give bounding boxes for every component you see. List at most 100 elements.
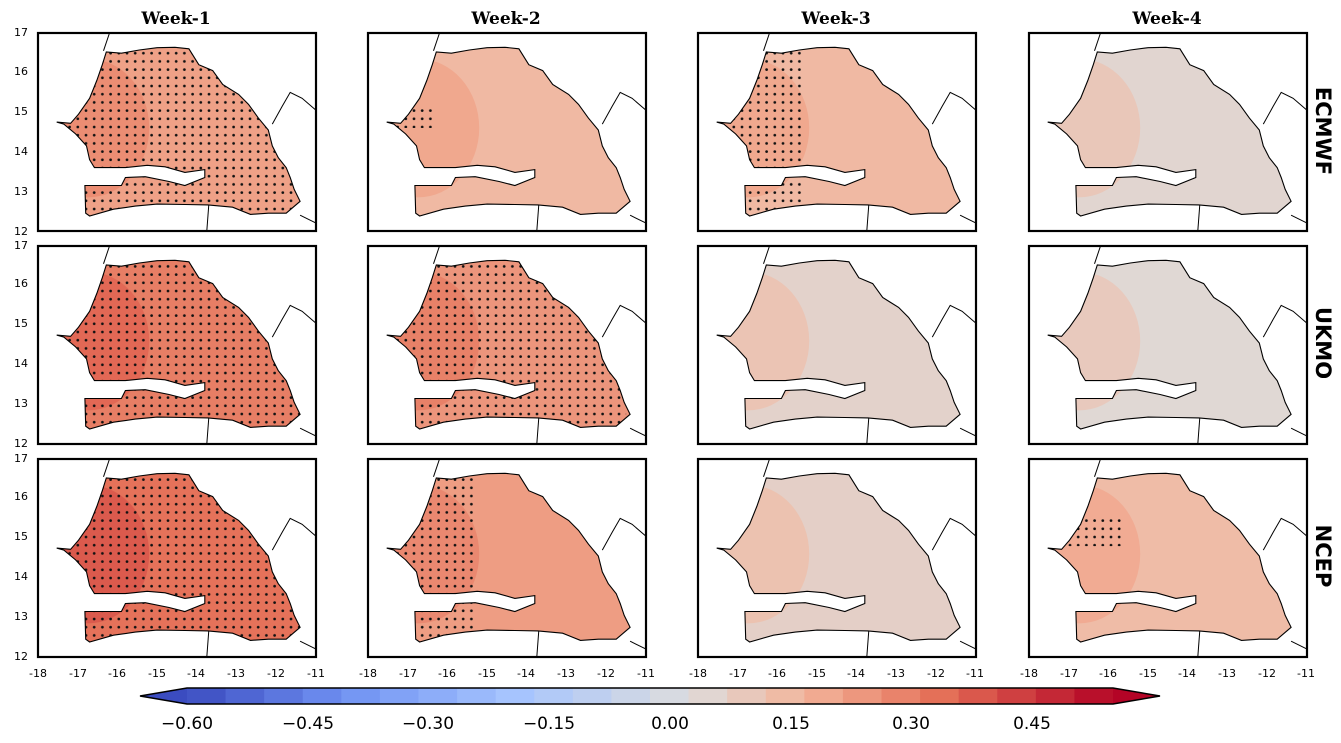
mali-border	[931, 304, 977, 338]
panel-frame	[36, 244, 318, 446]
colorbar-segment	[418, 688, 458, 704]
southeast-border	[629, 640, 647, 650]
mauritania-coast	[1094, 245, 1101, 264]
map-panel-ncep-week-2	[366, 457, 648, 659]
mali-border	[271, 517, 317, 551]
mali-border	[931, 91, 977, 125]
colorbar-segment	[611, 688, 651, 704]
anomaly-maximum	[386, 58, 480, 198]
colorbar-tick-label: 0.30	[892, 714, 930, 734]
colorbar-tick-label: −0.30	[402, 714, 454, 734]
significance-stippling	[386, 108, 436, 128]
anomaly-maximum	[716, 484, 810, 624]
x-tick-label: -14	[847, 667, 865, 680]
map-panel-ukmo-week-1	[36, 244, 318, 446]
y-tick-label: 13	[14, 185, 28, 198]
colorbar-segment	[534, 688, 574, 704]
x-tick-label: -13	[1218, 667, 1236, 680]
colorbar-segment	[765, 688, 805, 704]
significance-stippling	[56, 473, 301, 642]
colorbar-extend-high	[1113, 688, 1160, 704]
x-tick-label: -17	[729, 667, 747, 680]
column-title-week-4: Week-4	[1131, 9, 1201, 29]
row-label-ncep: NCEP	[1311, 525, 1335, 588]
y-tick-label: 12	[14, 225, 28, 238]
colorbar-segment	[688, 688, 728, 704]
x-tick-label: -15	[808, 667, 826, 680]
mali-border	[1262, 304, 1308, 338]
significance-stippling	[56, 260, 301, 429]
mali-border	[601, 91, 647, 125]
anomaly-maximum	[1047, 58, 1141, 198]
colorbar: −0.60 −0.45 −0.30 −0.15 0.00 0.15 0.30 0…	[139, 687, 1161, 734]
x-tick-label: -12	[267, 667, 285, 680]
mali-border	[1262, 91, 1308, 125]
x-tick-label: -16	[1099, 667, 1117, 680]
colorbar-segment	[920, 688, 960, 704]
x-tick-label: -18	[1020, 667, 1038, 680]
mauritania-coast	[103, 458, 110, 477]
x-tick-label: -13	[557, 667, 575, 680]
panel-frame	[696, 31, 978, 233]
guinea-border	[1197, 417, 1201, 445]
x-tick-label: -18	[359, 667, 377, 680]
colorbar-tick-label: 0.00	[651, 714, 689, 734]
senegal-border	[716, 46, 961, 217]
x-tick-label: -12	[1258, 667, 1276, 680]
y-tick-label: 17	[14, 26, 28, 39]
anomaly-maximum	[1047, 484, 1141, 624]
map-panel-ecmwf-week-1	[36, 31, 318, 233]
guinea-border	[1197, 204, 1201, 232]
senegal-border	[716, 259, 961, 430]
column-titles: Week-1 Week-2 Week-3 Week-4	[140, 9, 1201, 29]
row-label-ukmo: UKMO	[1311, 307, 1335, 379]
x-tick-label: -15	[1139, 667, 1157, 680]
y-tick-label: 12	[14, 437, 28, 450]
mali-border	[601, 517, 647, 551]
x-tick-label: -18	[689, 667, 707, 680]
mauritania-coast	[433, 245, 440, 264]
colorbar-segment	[1074, 688, 1114, 704]
x-tick-label: -17	[399, 667, 417, 680]
colorbar-tick-label: −0.45	[282, 714, 334, 734]
mali-border	[931, 517, 977, 551]
guinea-border	[536, 204, 540, 232]
significance-stippling	[716, 47, 806, 216]
colorbar-segment	[804, 688, 844, 704]
senegal-border	[1047, 472, 1292, 643]
mauritania-coast	[103, 245, 110, 264]
colorbar-segment	[881, 688, 921, 704]
guinea-border	[206, 417, 210, 445]
panel-frame	[1027, 244, 1309, 446]
guinea-border	[866, 204, 870, 232]
map-panel-ukmo-week-4	[1027, 244, 1309, 446]
map-panel-ecmwf-week-4	[1027, 31, 1309, 233]
mali-border	[601, 304, 647, 338]
guinea-border	[206, 204, 210, 232]
x-tick-label: -12	[927, 667, 945, 680]
colorbar-segment	[1035, 688, 1076, 704]
y-tick-label: 16	[14, 277, 28, 290]
y-tick-label: 16	[14, 65, 28, 78]
mauritania-coast	[433, 32, 440, 51]
y-tick-label: 16	[14, 490, 28, 503]
southeast-border	[959, 214, 977, 224]
colorbar-segments	[187, 688, 1114, 704]
significance-stippling	[56, 47, 297, 216]
guinea-border	[1197, 630, 1201, 658]
colorbar-segment	[187, 688, 227, 704]
x-tick-label: -15	[148, 667, 166, 680]
map-panel-ncep-week-1	[36, 457, 318, 659]
southeast-border	[959, 427, 977, 437]
colorbar-tick-labels: −0.60 −0.45 −0.30 −0.15 0.00 0.15 0.30 0…	[161, 714, 1051, 734]
x-tick-label: -11	[637, 667, 655, 680]
panel-frame	[36, 31, 318, 233]
panel-frame	[366, 31, 648, 233]
y-tick-label: 14	[14, 357, 28, 370]
colorbar-segment	[302, 688, 342, 704]
colorbar-outline	[139, 687, 1161, 705]
x-tick-label: -15	[478, 667, 496, 680]
map-panel-ecmwf-week-3	[696, 31, 978, 233]
southeast-border	[629, 427, 647, 437]
map-panel-ncep-week-3	[696, 457, 978, 659]
